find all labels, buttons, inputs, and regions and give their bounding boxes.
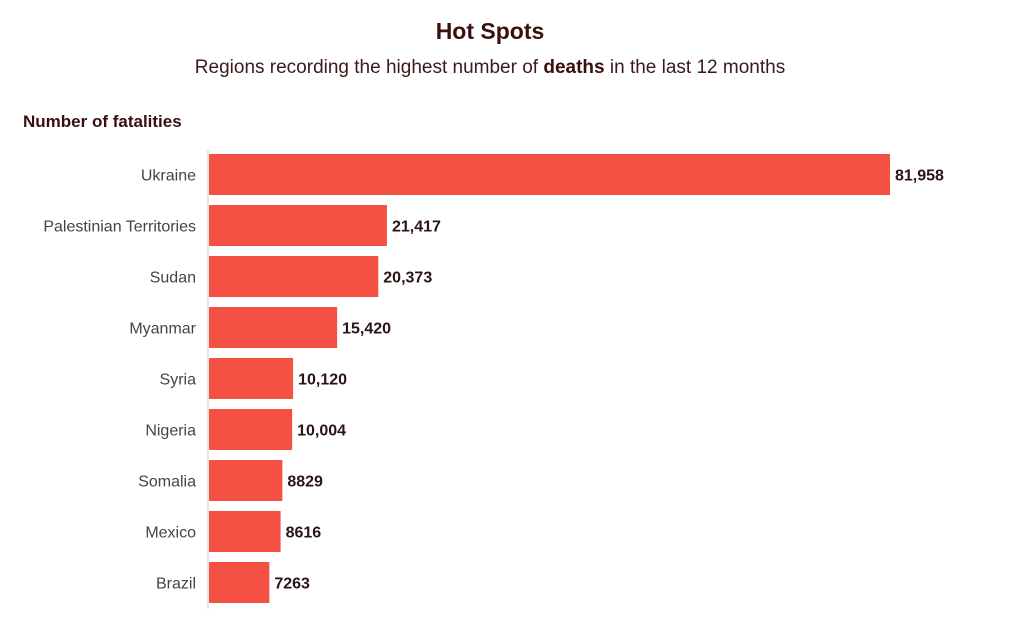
value-label-mexico: 8616 [286,525,322,542]
category-label-nigeria: Nigeria [145,423,196,440]
bar-somalia [209,460,283,501]
chart-title: Hot Spots [435,18,545,44]
category-label-palestinian-territories: Palestinian Territories [43,219,196,236]
category-label-mexico: Mexico [145,525,196,542]
value-label-nigeria: 10,004 [297,423,346,440]
category-label-somalia: Somalia [138,474,196,491]
bar-myanmar [209,307,338,348]
chart-subtitle: Regions recording the highest number of … [0,57,980,79]
value-label-palestinian-territories: 21,417 [392,219,441,236]
category-label-ukraine: Ukraine [141,168,196,185]
value-label-ukraine: 81,958 [895,168,944,185]
bar-mexico [209,511,281,552]
subtitle-part-2: in the last 12 months [604,57,786,78]
bar-nigeria [209,409,293,450]
category-label-brazil: Brazil [156,576,196,593]
category-label-sudan: Sudan [150,270,196,287]
bar-sudan [209,256,379,297]
bar-syria [209,358,294,399]
value-label-brazil: 7263 [274,576,310,593]
subtitle-emphasis: deaths [543,57,605,78]
bar-ukraine [209,154,890,195]
value-label-sudan: 20,373 [383,270,432,287]
category-label-syria: Syria [160,372,197,389]
bar-brazil [209,562,270,603]
value-label-somalia: 8829 [287,474,323,491]
subtitle-part-1: Regions recording the highest number of [194,57,544,78]
value-label-myanmar: 15,420 [342,321,391,338]
category-label-myanmar: Myanmar [129,321,196,338]
bar-palestinian-territories [209,205,387,246]
y-axis-title: Number of fatalities [23,112,182,131]
value-label-syria: 10,120 [298,372,347,389]
